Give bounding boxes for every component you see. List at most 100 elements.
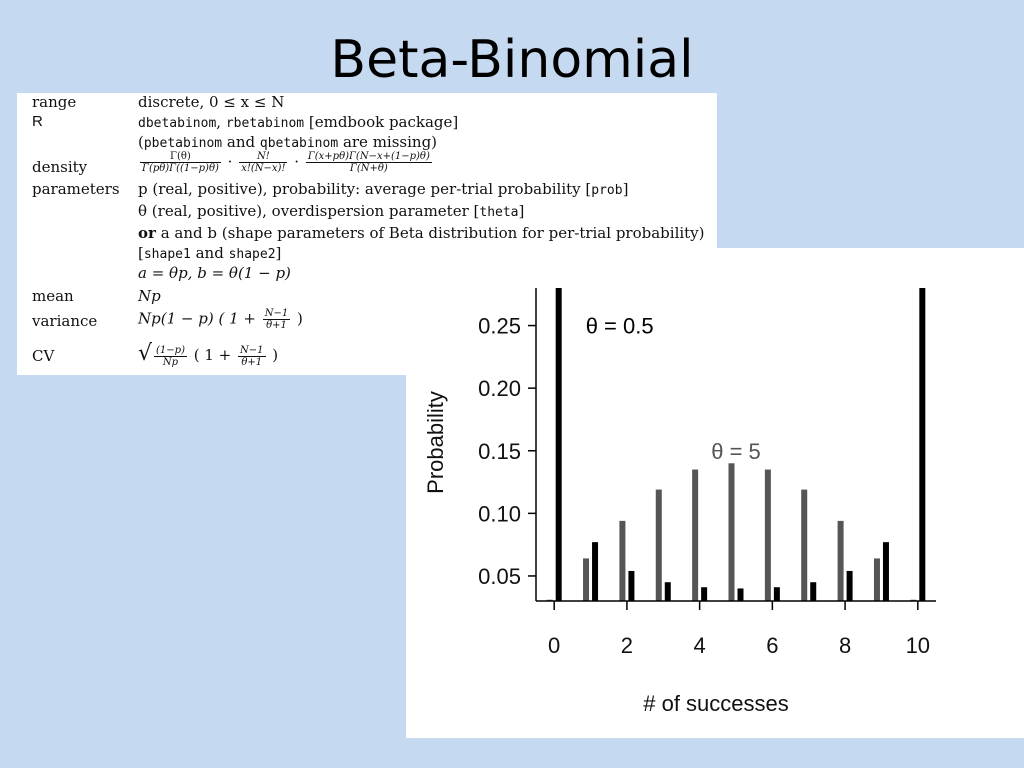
param-p-code: prob: [591, 183, 623, 198]
param-shape2-code: shape2: [228, 247, 276, 262]
param-shape1-code: shape1: [143, 247, 191, 262]
mean-value: Np: [138, 287, 161, 305]
x-axis-label: # of successes: [643, 691, 789, 716]
bar-series-2-x-4: [701, 587, 708, 601]
beta-binomial-chart: 0.05 0.10 0.15 0.20 0.25 0 2 4 6 8 10 # of successe…: [423, 288, 936, 716]
bar-series-2-x-0: [555, 288, 562, 601]
variance-label: variance: [32, 312, 98, 330]
cv-mid: ( 1 +: [188, 346, 237, 364]
bar-series-1-x-8: [837, 520, 844, 601]
r-fn-qbetabinom: qbetabinom: [259, 136, 339, 151]
bar-series-2-x-1: [592, 542, 599, 601]
bar-series-2-x-7: [810, 582, 817, 601]
x-tick-label: 8: [839, 633, 851, 658]
shape-and: and: [190, 244, 229, 262]
bar-series-2-x-8: [846, 570, 853, 601]
param-relation: a = θp, b = θ(1 − p): [138, 264, 291, 282]
param-ab: or a and b (shape parameters of Beta dis…: [138, 224, 705, 242]
distribution-summary-table: range discrete, 0 ≤ x ≤ N R dbetabinom, …: [17, 93, 717, 375]
bar-series-1-x-3: [655, 489, 662, 601]
y-tick-label: 0.15: [478, 439, 521, 464]
x-tick-label: 6: [766, 633, 778, 658]
frac-den: θ+1: [266, 320, 287, 331]
bar-series-1-x-9: [873, 558, 880, 601]
y-tick-label: 0.05: [478, 564, 521, 589]
bracket-close: ]: [518, 202, 525, 220]
density-formula: Γ(θ) Γ(pθ)Γ((1−p)θ) · N! x!(N−x)! · Γ(x+pθ…: [138, 151, 434, 174]
param-theta-text: θ (real, positive), overdispersion param…: [138, 202, 480, 220]
range-value: discrete, 0 ≤ x ≤ N: [138, 93, 285, 111]
frac-num: N!: [239, 151, 288, 163]
param-theta: θ (real, positive), overdispersion param…: [138, 202, 524, 220]
param-theta-code: theta: [479, 205, 519, 220]
bar-series-2-x-5: [737, 588, 744, 601]
r-package: [emdbook package]: [304, 113, 459, 131]
annotation-label-1: θ = 0.5: [586, 314, 654, 339]
frac-den: θ+1: [241, 356, 263, 368]
bar-series-2-x-2: [628, 570, 635, 601]
bar-series-1-x-5: [728, 463, 735, 601]
bar-series-1-x-7: [801, 489, 808, 601]
variance-frac: N−1 θ+1: [262, 308, 291, 331]
param-ab-text: a and b (shape parameters of Beta distri…: [155, 224, 705, 242]
mean-label: mean: [32, 287, 74, 305]
bar-series-2-x-3: [664, 582, 671, 601]
r-fn-dbetabinom: dbetabinom: [138, 116, 217, 131]
variance-formula: Np(1 − p) ( 1 + N−1 θ+1 ): [138, 308, 303, 331]
y-axis-label: Probability: [423, 391, 448, 494]
bar-series-2-x-6: [773, 587, 780, 601]
r-fn-pbetabinom: pbetabinom: [143, 136, 223, 151]
density-row: density Γ(θ) Γ(pθ)Γ((1−p)θ) · N! x!(N−x)! …: [17, 151, 717, 181]
cv-frac-1: (1−p) Np: [154, 345, 187, 368]
r-label: R: [32, 113, 43, 130]
frac-num: Γ(θ): [140, 151, 221, 163]
or-keyword: or: [138, 224, 156, 242]
cv-post: ): [267, 346, 279, 364]
x-tick-label: 10: [906, 633, 930, 658]
frac-den: Np: [162, 356, 179, 368]
param-p-text: p (real, positive), probability: average…: [138, 180, 592, 198]
bar-series-1-x-4: [692, 469, 699, 601]
annotation-label-2: θ = 5: [711, 439, 761, 464]
dot-operator: ·: [227, 152, 233, 171]
frac-num: N−1: [262, 308, 291, 320]
y-tick-label: 0.25: [478, 314, 521, 339]
parameters-label: parameters: [32, 180, 120, 198]
cv-row: CV √ (1−p) Np ( 1 + N−1 θ+1 ): [17, 341, 717, 375]
frac-den: Γ(N+θ): [349, 163, 388, 174]
r-and: and: [222, 133, 260, 151]
dot-operator: ·: [294, 152, 300, 171]
bar-series-1-x-1: [583, 558, 590, 601]
variance-post: ): [292, 309, 303, 328]
frac-den: Γ(pθ)Γ((1−p)θ): [142, 163, 219, 174]
param-p: p (real, positive), probability: average…: [138, 180, 628, 198]
bar-series-2-x-9: [882, 542, 889, 601]
sqrt-icon: √: [138, 341, 153, 366]
bracket-close: ]: [622, 180, 629, 198]
x-tick-label: 2: [621, 633, 633, 658]
param-shape: [shape1 and shape2]: [138, 244, 281, 262]
frac-den: x!(N−x)!: [241, 163, 286, 174]
frac-num: Γ(x+pθ)Γ(N−x+(1−p)θ): [305, 151, 432, 163]
bar-series-1-x-2: [619, 520, 626, 601]
bracket-open: [: [138, 244, 144, 262]
cv-frac-2: N−1 θ+1: [238, 345, 266, 368]
variance-pre: Np(1 − p) ( 1 +: [138, 309, 261, 328]
bar-series-2-x-10: [919, 288, 926, 601]
density-frac-2: N! x!(N−x)!: [239, 151, 288, 174]
variance-row: variance Np(1 − p) ( 1 + N−1 θ+1 ): [17, 308, 717, 338]
density-frac-3: Γ(x+pθ)Γ(N−x+(1−p)θ) Γ(N+θ): [305, 151, 432, 174]
frac-num: (1−p): [154, 344, 187, 357]
bracket-close: ]: [275, 244, 282, 262]
range-label: range: [32, 93, 77, 111]
cv-formula: √ (1−p) Np ( 1 + N−1 θ+1 ): [138, 341, 278, 368]
r-missing-text: are missing): [338, 133, 438, 151]
paren-open: (: [138, 133, 144, 151]
y-tick-label: 0.20: [478, 376, 521, 401]
chart-panel: 0.05 0.10 0.15 0.20 0.25 0 2 4 6 8 10 # of successe…: [406, 248, 1024, 738]
r-fn-rbetabinom: rbetabinom: [225, 116, 305, 131]
slide-title: Beta-Binomial: [330, 30, 694, 90]
r-functions: dbetabinom, rbetabinom [emdbook package]: [138, 113, 458, 131]
r-sep: ,: [216, 113, 226, 131]
density-label: density: [32, 158, 88, 176]
